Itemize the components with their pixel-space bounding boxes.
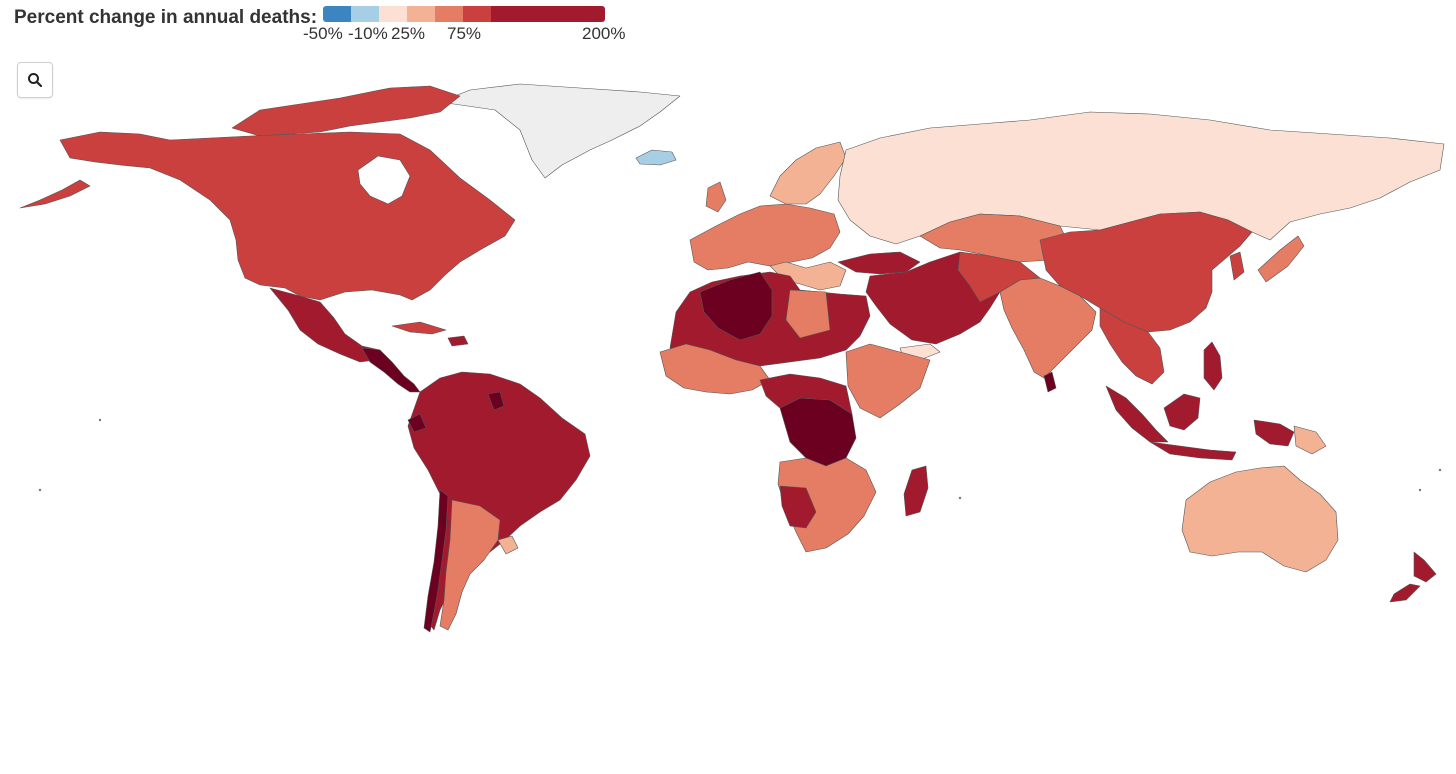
country-sri-lanka[interactable] bbox=[1043, 371, 1057, 393]
country-india[interactable] bbox=[999, 277, 1097, 379]
country-russia[interactable] bbox=[837, 111, 1445, 245]
legend-swatch-2 bbox=[351, 6, 379, 22]
country-pakistan[interactable] bbox=[957, 251, 1041, 303]
country-greenland[interactable] bbox=[439, 83, 681, 179]
legend-swatch-7 bbox=[491, 6, 605, 22]
water-hudson-bay bbox=[357, 155, 411, 205]
country-borneo[interactable] bbox=[1163, 393, 1201, 431]
region-scandinavia[interactable] bbox=[769, 141, 847, 205]
legend-swatch-5 bbox=[435, 6, 463, 22]
color-scale-bar bbox=[323, 6, 605, 22]
island-marker bbox=[1418, 488, 1422, 492]
country-new-zealand[interactable] bbox=[1413, 551, 1437, 583]
legend-swatch-4 bbox=[407, 6, 435, 22]
country-argentina[interactable] bbox=[439, 499, 501, 631]
region-arctic-islands[interactable] bbox=[231, 85, 461, 137]
region-alaska-peninsula[interactable] bbox=[19, 179, 91, 209]
region-western-europe[interactable] bbox=[689, 203, 841, 271]
legend-label-minus10: -10% bbox=[348, 24, 388, 43]
country-turkey[interactable] bbox=[837, 251, 921, 275]
island-marker bbox=[38, 488, 42, 492]
country-philippines[interactable] bbox=[1203, 341, 1223, 391]
region-central-africa[interactable] bbox=[759, 373, 853, 415]
country-namibia[interactable] bbox=[779, 485, 817, 529]
legend-label-minus50: -50% bbox=[303, 24, 343, 43]
legend-title: Percent change in annual deaths: bbox=[14, 7, 318, 28]
country-uruguay[interactable] bbox=[497, 535, 519, 555]
country-central-america[interactable] bbox=[361, 347, 421, 393]
island-marker bbox=[1438, 468, 1442, 472]
country-png[interactable] bbox=[1293, 425, 1327, 455]
region-east-africa[interactable] bbox=[845, 343, 931, 419]
legend-label-200: 200% bbox=[582, 24, 626, 43]
country-madagascar[interactable] bbox=[903, 465, 929, 517]
legend-swatch-3 bbox=[379, 6, 407, 22]
country-hispaniola[interactable] bbox=[447, 335, 469, 347]
country-cuba[interactable] bbox=[391, 321, 447, 335]
country-korea[interactable] bbox=[1229, 251, 1245, 281]
country-china[interactable] bbox=[1039, 211, 1253, 333]
island-marker bbox=[958, 496, 962, 500]
country-iceland[interactable] bbox=[635, 149, 677, 166]
country-libya[interactable] bbox=[785, 289, 831, 339]
legend-label-25: 25% bbox=[391, 24, 426, 43]
country-indonesia-java[interactable] bbox=[1149, 441, 1237, 461]
legend-swatch-6 bbox=[463, 6, 491, 22]
legend-swatch-1 bbox=[323, 6, 351, 22]
legend-labels: -50% -10% 25% 75% 200% bbox=[0, 24, 700, 46]
country-canada-usa[interactable] bbox=[59, 131, 516, 301]
magnifier-icon bbox=[28, 73, 43, 88]
country-australia[interactable] bbox=[1181, 465, 1339, 573]
region-west-africa[interactable] bbox=[659, 343, 771, 395]
country-indonesia[interactable] bbox=[1105, 385, 1169, 443]
country-ecuador[interactable] bbox=[407, 413, 427, 433]
island-marker bbox=[98, 418, 102, 422]
country-guyana[interactable] bbox=[487, 391, 505, 411]
country-papua[interactable] bbox=[1253, 419, 1295, 447]
country-new-zealand-south[interactable] bbox=[1389, 583, 1421, 603]
country-uk[interactable] bbox=[705, 181, 727, 213]
country-japan[interactable] bbox=[1257, 235, 1305, 283]
country-algeria[interactable] bbox=[699, 271, 773, 341]
legend-label-75: 75% bbox=[447, 24, 482, 43]
region-southeast-asia[interactable] bbox=[1099, 307, 1165, 385]
country-chile[interactable] bbox=[423, 489, 449, 633]
zoom-button[interactable] bbox=[17, 62, 53, 98]
